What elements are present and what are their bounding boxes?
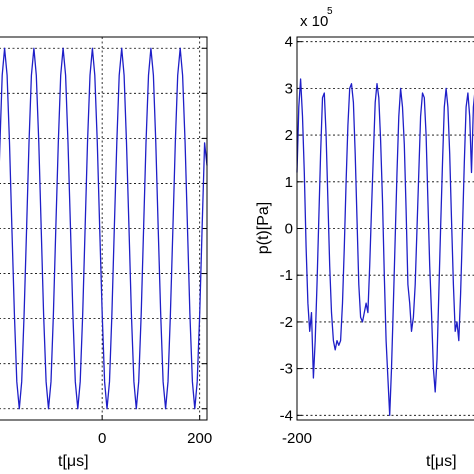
left-x-ticks: 0 200 [98,430,212,447]
right-plot-frame [296,36,474,421]
y-tick-label: 4 [285,34,293,51]
right-y-scale-factor: x 10 [300,13,328,30]
y-tick-label: -3 [280,361,293,378]
right-y-scale-exponent: 5 [327,6,333,17]
right-y-ticks: -4 -3 -2 -1 0 1 2 3 4 [280,34,293,425]
x-tick-label: 200 [187,430,212,447]
y-tick-label: 1 [285,174,293,191]
left-grid [0,37,207,420]
y-tick-label: -1 [280,267,293,284]
right-y-axis-label: p(t)[Pa] [255,202,272,254]
right-x-ticks: -2000 [282,430,312,447]
y-tick-label: 3 [285,80,293,97]
left-chart-panel: 0 200 t[μs] [0,36,212,470]
left-plot-frame [0,36,208,421]
y-tick-label: 2 [285,127,293,144]
y-tick-label: -2 [280,314,293,331]
left-x-axis-label: t[μs] [58,453,89,470]
x-tick-label: 0 [98,430,106,447]
x-tick-label: -200 [282,430,312,447]
right-chart-panel: -4 -3 -2 -1 0 1 2 3 4 -2000 x 10 5 p(t)[Pa] t[μs… [255,6,474,470]
right-x-axis-label: t[μs] [426,453,457,470]
right-series-line [296,78,474,416]
y-tick-label: -4 [280,407,293,424]
left-series-line [0,47,208,410]
y-tick-label: 0 [285,221,293,238]
